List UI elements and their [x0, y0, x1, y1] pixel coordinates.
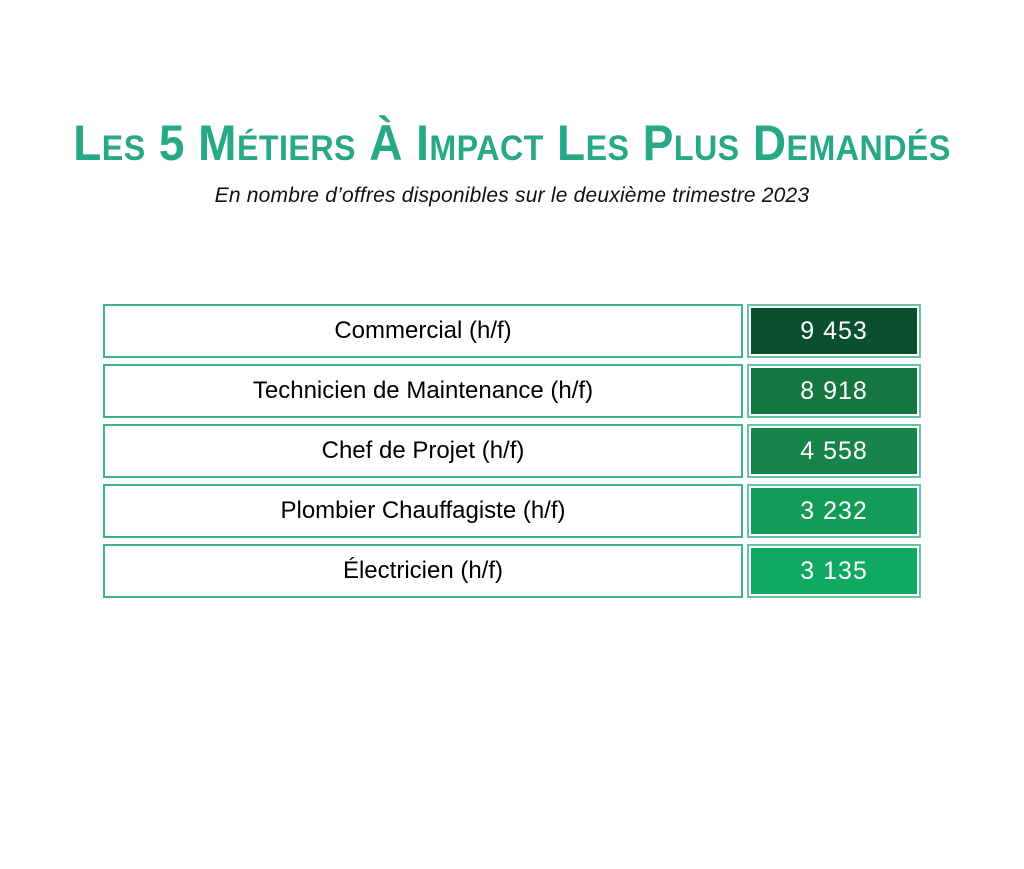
table-row: Électricien (h/f) 3 135: [103, 544, 921, 598]
job-label-cell: Plombier Chauffagiste (h/f): [103, 484, 743, 538]
job-label-cell: Commercial (h/f): [103, 304, 743, 358]
value-label: 4 558: [800, 436, 868, 465]
table-row: Commercial (h/f) 9 453: [103, 304, 921, 358]
page-title: Les 5 Métiers À Impact Les Plus Demandés: [73, 115, 951, 171]
value-label: 8 918: [800, 376, 868, 405]
value-cell: 3 232: [747, 484, 921, 538]
value-fill: 3 135: [751, 548, 917, 594]
value-fill: 3 232: [751, 488, 917, 534]
job-label: Technicien de Maintenance (h/f): [252, 377, 594, 404]
table-row: Plombier Chauffagiste (h/f) 3 232: [103, 484, 921, 538]
table-row: Technicien de Maintenance (h/f) 8 918: [103, 364, 921, 418]
value-fill: 9 453: [751, 308, 917, 354]
job-label: Plombier Chauffagiste (h/f): [280, 497, 566, 524]
value-label: 3 232: [800, 496, 868, 525]
value-cell: 8 918: [747, 364, 921, 418]
job-label: Chef de Projet (h/f): [321, 437, 525, 464]
value-fill: 8 918: [751, 368, 917, 414]
job-label: Électricien (h/f): [342, 557, 504, 584]
value-cell: 9 453: [747, 304, 921, 358]
page-subtitle: En nombre d’offres disponibles sur le de…: [214, 184, 810, 207]
infographic-page: Les 5 Métiers À Impact Les Plus Demandés…: [0, 118, 1024, 869]
value-label: 9 453: [800, 316, 868, 345]
table-row: Chef de Projet (h/f) 4 558: [103, 424, 921, 478]
job-label-cell: Technicien de Maintenance (h/f): [103, 364, 743, 418]
ranking-table: Commercial (h/f) 9 453 Technicien de Maint…: [103, 304, 921, 598]
value-cell: 3 135: [747, 544, 921, 598]
value-fill: 4 558: [751, 428, 917, 474]
job-label-cell: Chef de Projet (h/f): [103, 424, 743, 478]
job-label-cell: Électricien (h/f): [103, 544, 743, 598]
value-label: 3 135: [800, 556, 868, 585]
job-label: Commercial (h/f): [334, 317, 512, 344]
value-cell: 4 558: [747, 424, 921, 478]
